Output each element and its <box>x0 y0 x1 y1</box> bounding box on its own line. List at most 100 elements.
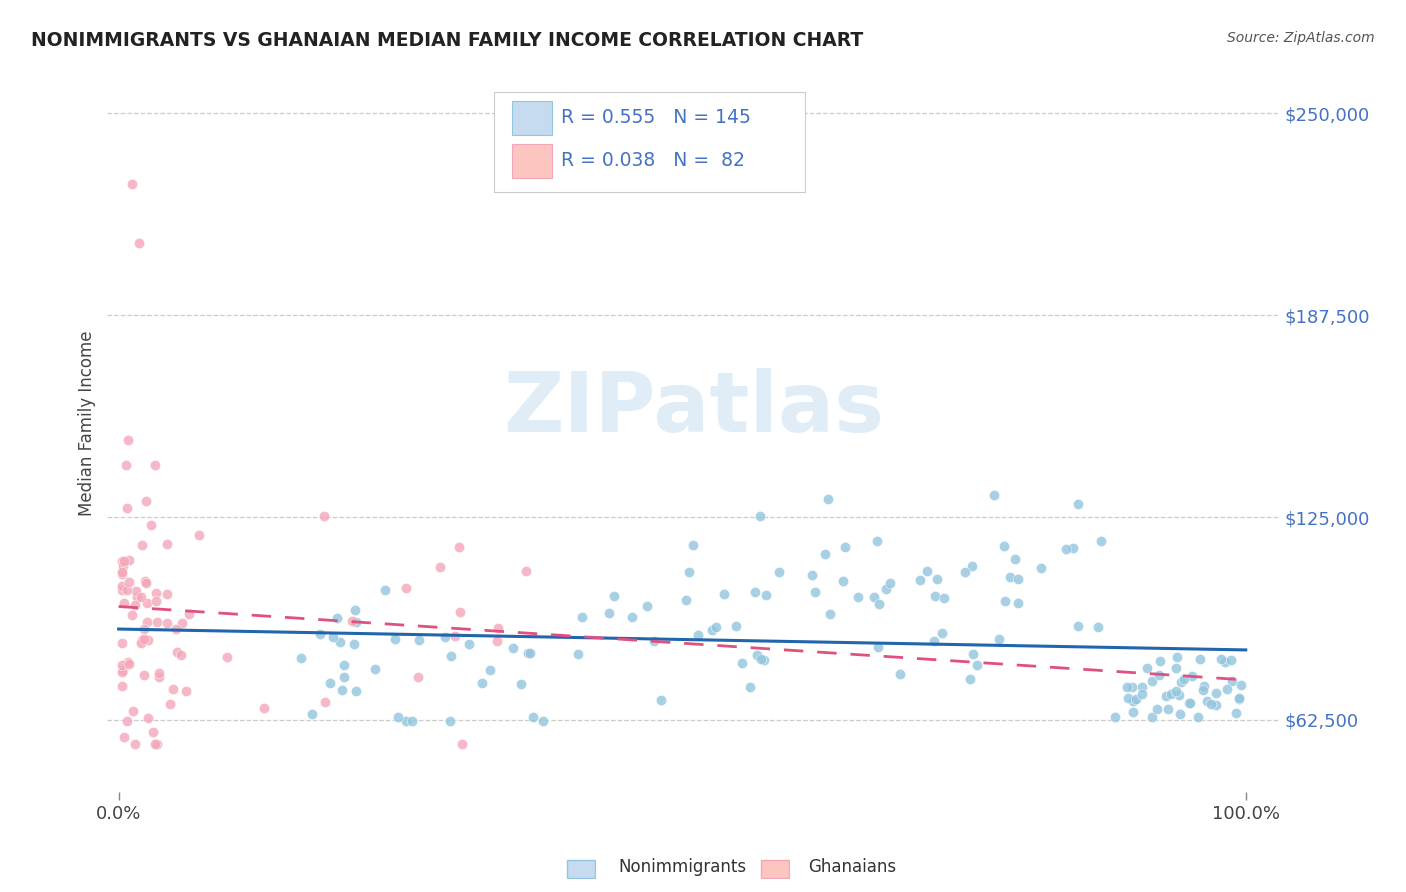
Point <box>993 539 1015 553</box>
Point <box>749 652 772 666</box>
Point <box>114 458 136 472</box>
Point <box>1173 672 1195 686</box>
Point <box>932 591 955 605</box>
Point <box>449 540 471 554</box>
Point <box>531 714 554 728</box>
Point <box>1122 694 1144 708</box>
Point <box>1031 561 1053 575</box>
Point <box>1125 691 1147 706</box>
Point <box>966 657 988 672</box>
Point <box>111 558 134 573</box>
Point <box>471 676 494 690</box>
Point <box>162 682 184 697</box>
Point <box>170 648 193 662</box>
Point <box>330 683 353 698</box>
Point <box>142 724 165 739</box>
Point <box>875 582 897 596</box>
Point <box>1067 619 1090 633</box>
Point <box>602 589 624 603</box>
Point <box>111 566 134 581</box>
Point <box>449 606 471 620</box>
Point <box>290 651 312 665</box>
Point <box>1213 655 1236 669</box>
Point <box>112 663 135 677</box>
Point <box>132 668 155 682</box>
Point <box>1054 542 1077 557</box>
Point <box>138 632 160 647</box>
Point <box>319 676 342 690</box>
Point <box>111 665 134 679</box>
Point <box>117 655 139 669</box>
Point <box>1156 689 1178 703</box>
Point <box>959 672 981 686</box>
Point <box>312 508 335 523</box>
Point <box>922 634 945 648</box>
Point <box>598 606 620 620</box>
Point <box>1220 673 1243 688</box>
Point <box>115 582 138 597</box>
Point <box>146 737 169 751</box>
Point <box>136 710 159 724</box>
Point <box>122 704 145 718</box>
Point <box>434 630 457 644</box>
Point <box>924 589 946 603</box>
Point <box>1166 684 1188 698</box>
Point <box>915 564 938 578</box>
Point <box>713 587 735 601</box>
Point <box>111 579 134 593</box>
Point <box>1164 661 1187 675</box>
Point <box>135 494 157 508</box>
Point <box>217 650 239 665</box>
Point <box>125 584 148 599</box>
Point <box>165 622 187 636</box>
Point <box>143 458 166 472</box>
Point <box>998 570 1021 584</box>
Point <box>1227 690 1250 705</box>
Point <box>111 679 134 693</box>
Point <box>143 737 166 751</box>
Point <box>111 565 134 579</box>
Point <box>1168 707 1191 722</box>
Y-axis label: Median Family Income: Median Family Income <box>79 331 96 516</box>
Point <box>865 534 887 549</box>
Point <box>832 574 855 588</box>
FancyBboxPatch shape <box>494 92 804 192</box>
Point <box>112 554 135 568</box>
Point <box>111 657 134 672</box>
Point <box>925 572 948 586</box>
Point <box>1104 710 1126 724</box>
Text: R = 0.555   N = 145: R = 0.555 N = 145 <box>561 108 751 128</box>
Point <box>700 623 723 637</box>
Point <box>908 573 931 587</box>
Point <box>1067 496 1090 510</box>
Point <box>962 647 984 661</box>
Point <box>146 615 169 629</box>
Point <box>136 596 159 610</box>
Point <box>111 582 134 597</box>
Point <box>308 627 330 641</box>
Point <box>502 640 524 655</box>
FancyBboxPatch shape <box>512 101 551 135</box>
Point <box>188 528 211 542</box>
Point <box>745 648 768 663</box>
Point <box>394 581 416 595</box>
Point <box>768 565 790 579</box>
Point <box>678 566 700 580</box>
Point <box>731 656 754 670</box>
Point <box>931 626 953 640</box>
Point <box>868 597 890 611</box>
Point <box>1225 706 1247 720</box>
Point <box>1194 679 1216 693</box>
Point <box>429 560 451 574</box>
Text: Ghanaians: Ghanaians <box>808 858 897 876</box>
Point <box>571 610 593 624</box>
Point <box>322 631 344 645</box>
Point <box>344 684 367 698</box>
Point <box>134 622 156 636</box>
Point <box>155 587 177 601</box>
Point <box>1205 698 1227 712</box>
Point <box>1062 541 1084 556</box>
Point <box>1229 692 1251 706</box>
Point <box>125 590 148 604</box>
Point <box>1188 652 1211 666</box>
